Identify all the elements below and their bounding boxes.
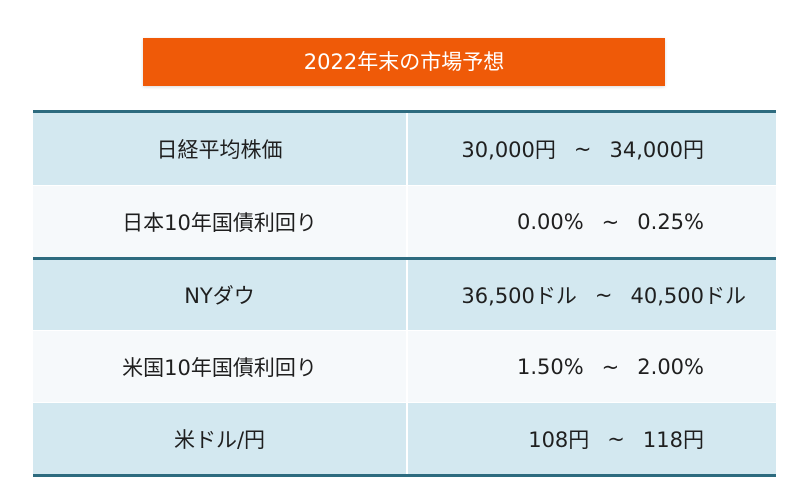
range-high: 34,000円	[609, 138, 704, 162]
row-label: 日本10年国債利回り	[33, 186, 408, 257]
table-row-nydow: NYダウ 36,500ドル ~ 40,500ドル	[33, 257, 776, 330]
forecast-title: 2022年末の市場予想	[143, 38, 665, 86]
forecast-table: 日経平均株価 30,000円 ~ 34,000円 日本10年国債利回り 0.00…	[33, 110, 776, 477]
range-separator: ~	[594, 283, 613, 307]
range-separator: ~	[573, 137, 592, 161]
range-high: 0.25%	[637, 209, 704, 234]
table-row-nikkei: 日経平均株価 30,000円 ~ 34,000円	[33, 113, 776, 185]
range-separator: ~	[607, 426, 625, 451]
row-label: 米ドル/円	[33, 403, 408, 474]
table-row-ust10y: 米国10年国債利回り 1.50% ~ 2.00%	[33, 330, 776, 402]
row-label: 日経平均株価	[33, 113, 408, 185]
range-separator: ~	[601, 354, 620, 379]
table-row-usdjpy: 米ドル/円 108円 ~ 118円	[33, 402, 776, 474]
row-range: 30,000円 ~ 34,000円	[408, 113, 776, 185]
row-range: 36,500ドル ~ 40,500ドル	[408, 260, 776, 330]
range-high: 118円	[642, 427, 704, 452]
row-range: 108円 ~ 118円	[408, 403, 776, 474]
range-low: 108円	[528, 427, 590, 452]
range-low: 1.50%	[516, 354, 584, 379]
row-label: 米国10年国債利回り	[33, 331, 408, 402]
range-high: 40,500ドル	[630, 284, 746, 308]
row-range: 0.00% ~ 0.25%	[408, 186, 776, 257]
row-range: 1.50% ~ 2.00%	[408, 331, 776, 402]
range-high: 2.00%	[637, 354, 704, 379]
range-separator: ~	[601, 209, 620, 234]
table-row-jgb10y: 日本10年国債利回り 0.00% ~ 0.25%	[33, 185, 776, 257]
range-low: 0.00%	[516, 209, 584, 234]
row-label: NYダウ	[33, 260, 408, 330]
range-low: 36,500ドル	[461, 284, 577, 308]
range-low: 30,000円	[461, 138, 556, 162]
